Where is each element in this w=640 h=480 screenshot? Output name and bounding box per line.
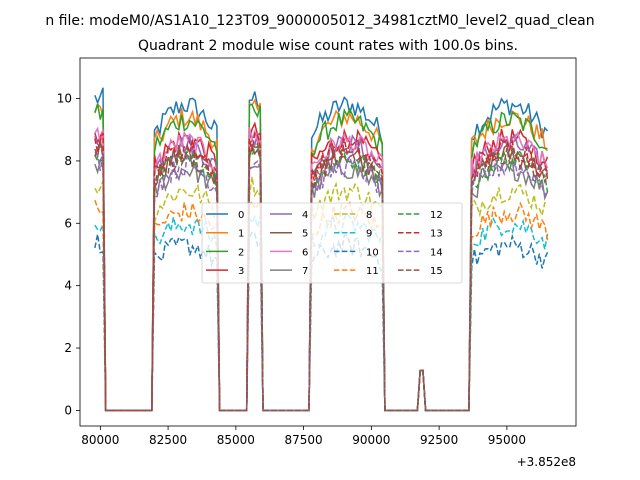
legend-label: 10 (366, 247, 379, 258)
x-tick-label: 87500 (285, 433, 323, 447)
legend-label: 1 (238, 229, 244, 240)
x-tick-label: 85000 (217, 433, 255, 447)
series-line-2 (94, 103, 548, 412)
legend-label: 13 (430, 229, 443, 240)
legend-label: 11 (366, 266, 379, 277)
x-tick-label: 95000 (488, 433, 526, 447)
y-tick-label: 0 (64, 403, 72, 417)
legend-box (201, 202, 463, 284)
x-tick-label: 92500 (420, 433, 458, 447)
x-tick-label: 90000 (352, 433, 390, 447)
legend-label: 4 (302, 210, 308, 221)
x-tick-label: 80000 (81, 433, 119, 447)
chart-title: Quadrant 2 module wise count rates with … (138, 38, 518, 54)
x-tick-label: 82500 (149, 433, 187, 447)
legend-label: 15 (430, 266, 443, 277)
figure-suptitle: n file: modeM0/AS1A10_123T09_9000005012_… (45, 13, 594, 29)
legend-label: 2 (238, 247, 244, 258)
series-line-15 (94, 138, 549, 412)
y-tick-label: 4 (64, 279, 72, 293)
legend-label: 8 (366, 210, 372, 221)
y-tick-label: 2 (64, 341, 72, 355)
y-tick-label: 8 (64, 154, 72, 168)
legend-label: 3 (238, 266, 244, 277)
axes-frame (79, 57, 577, 427)
y-tick-label: 6 (64, 216, 72, 230)
legend-label: 14 (430, 247, 443, 258)
x-axis-offset-label: +3.852e8 (517, 455, 576, 469)
legend-label: 5 (302, 229, 308, 240)
series-line-13 (94, 131, 549, 412)
legend-label: 6 (302, 247, 308, 258)
legend-label: 12 (430, 210, 443, 221)
legend-label: 9 (366, 229, 372, 240)
y-tick-label: 10 (57, 92, 72, 106)
legend-label: 0 (238, 210, 244, 221)
plot-area: 80000 82500 85000 87500 90000 92500 95000 0 2 4 6 8… (57, 57, 577, 447)
legend-label: 7 (302, 266, 308, 277)
